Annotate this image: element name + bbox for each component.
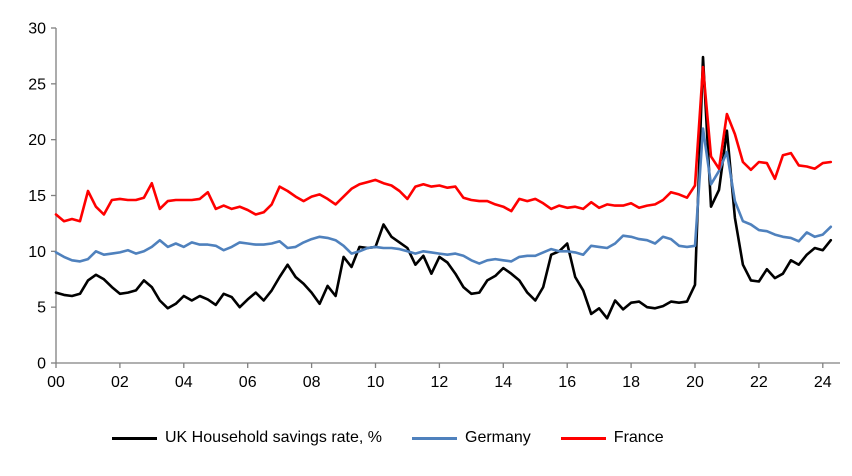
x-tick-label: 24 xyxy=(814,374,832,391)
legend-label-germany: Germany xyxy=(465,429,531,446)
x-tick-label: 18 xyxy=(622,374,640,391)
x-tick-label: 00 xyxy=(47,374,65,391)
x-tick-label: 20 xyxy=(686,374,704,391)
y-tick-label: 0 xyxy=(37,356,46,373)
x-tick-label: 14 xyxy=(494,374,512,391)
x-tick-label: 08 xyxy=(303,374,321,391)
y-tick-label: 30 xyxy=(28,21,46,38)
series-france-line xyxy=(54,65,833,223)
y-tick-label: 5 xyxy=(37,300,46,317)
x-tick-label: 02 xyxy=(111,374,129,391)
series-germany-line xyxy=(54,127,833,265)
x-tick-label: 12 xyxy=(431,374,449,391)
x-tick-label: 22 xyxy=(750,374,768,391)
legend-item-germany: Germany xyxy=(412,430,531,446)
x-tick-label: 04 xyxy=(175,374,193,391)
x-tick-label: 06 xyxy=(239,374,257,391)
y-tick-label: 10 xyxy=(28,244,46,261)
y-tick-label: 15 xyxy=(28,188,46,205)
chart-canvas: 0 5 10 15 20 25 30 00 02 04 06 08 10 12 14 16 18 20 22 24 xyxy=(28,21,840,391)
france-line-swatch xyxy=(560,436,606,440)
legend-label-france: France xyxy=(613,429,664,446)
chart-legend: UK Household savings rate, % Germany Fra… xyxy=(112,430,664,446)
uk-line-swatch xyxy=(112,436,157,440)
germany-line-swatch xyxy=(412,436,457,440)
x-tick-label: 16 xyxy=(558,374,576,391)
legend-label-uk: UK Household savings rate, % xyxy=(165,429,382,446)
legend-item-france: France xyxy=(560,429,664,446)
x-tick-label: 10 xyxy=(367,374,385,391)
legend-item-uk: UK Household savings rate, % xyxy=(112,430,382,446)
y-tick-label: 25 xyxy=(28,76,46,93)
y-tick-label: 20 xyxy=(28,132,46,149)
